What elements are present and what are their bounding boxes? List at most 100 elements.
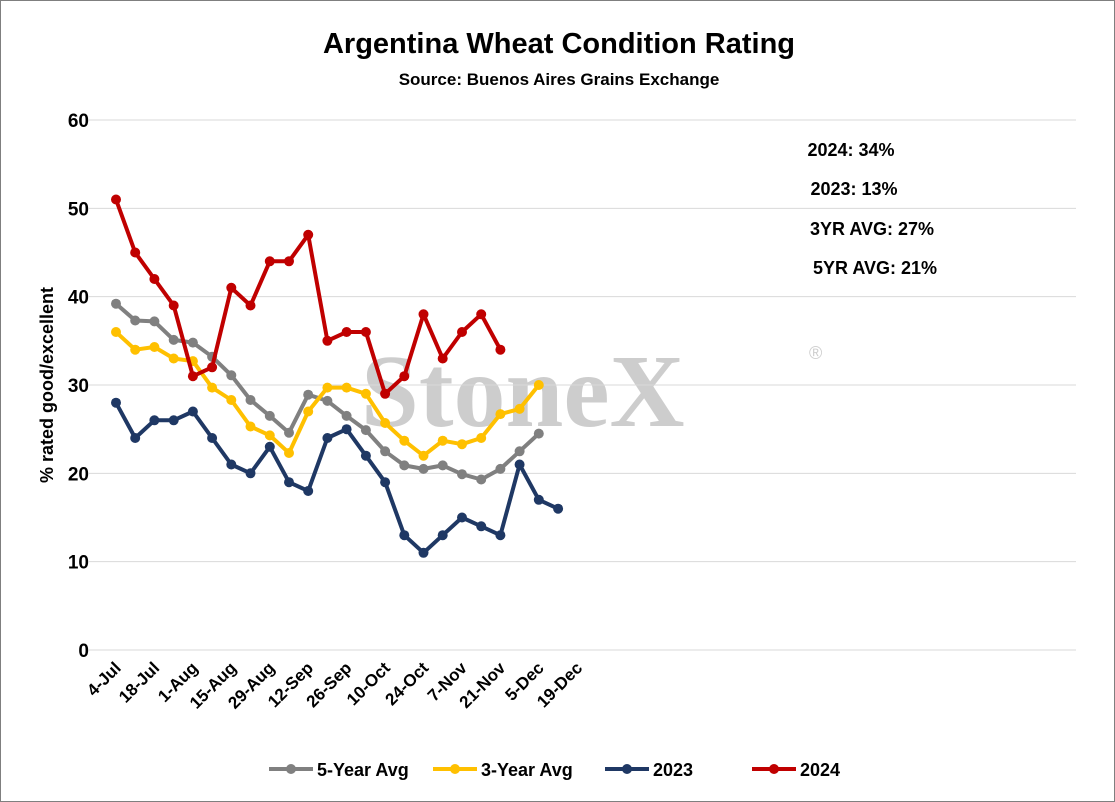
data-point bbox=[149, 342, 160, 352]
data-point bbox=[360, 425, 371, 436]
data-point bbox=[341, 327, 352, 337]
data-point bbox=[418, 309, 429, 320]
data-point bbox=[226, 459, 237, 470]
data-point bbox=[399, 435, 410, 446]
data-point bbox=[245, 468, 256, 479]
series-5-year-avg bbox=[111, 298, 544, 485]
chart-subtitle: Source: Buenos Aires Grains Exchange bbox=[399, 70, 720, 89]
data-point bbox=[418, 463, 429, 474]
data-point bbox=[514, 459, 525, 470]
data-point bbox=[457, 469, 467, 480]
series-2024 bbox=[111, 194, 506, 399]
data-point bbox=[130, 315, 141, 326]
legend-swatch-marker bbox=[286, 764, 296, 774]
data-point bbox=[284, 256, 294, 267]
y-tick-label: 20 bbox=[68, 464, 89, 485]
data-point bbox=[495, 409, 506, 420]
data-point bbox=[553, 503, 564, 514]
data-point bbox=[226, 282, 237, 293]
x-tick-label: 18-Jul bbox=[115, 658, 163, 706]
data-point bbox=[418, 450, 429, 461]
data-point bbox=[284, 477, 294, 488]
data-point bbox=[303, 486, 314, 496]
data-point bbox=[437, 435, 448, 446]
data-point bbox=[476, 474, 487, 485]
data-point bbox=[303, 389, 314, 400]
legend-swatch-marker bbox=[622, 764, 632, 774]
data-point bbox=[149, 274, 160, 284]
data-point bbox=[130, 247, 141, 258]
data-point bbox=[168, 300, 179, 311]
data-point bbox=[245, 395, 256, 405]
data-point bbox=[380, 446, 391, 457]
data-point bbox=[187, 337, 198, 348]
legend-item: 3-Year Avg bbox=[433, 760, 573, 780]
data-point bbox=[399, 530, 410, 541]
data-point bbox=[322, 433, 333, 443]
data-point bbox=[514, 403, 525, 414]
annotation-5yr-avg: 5YR AVG: 21% bbox=[813, 258, 937, 278]
legend-item: 5-Year Avg bbox=[269, 760, 409, 780]
data-point bbox=[226, 395, 237, 405]
legend-swatch-marker bbox=[769, 764, 779, 774]
data-point bbox=[399, 460, 410, 471]
data-point bbox=[380, 418, 391, 428]
data-point bbox=[168, 415, 179, 426]
legend-label: 3-Year Avg bbox=[481, 760, 573, 780]
annotation-2024: 2024: 34% bbox=[807, 140, 894, 160]
data-point bbox=[437, 353, 448, 364]
stonex-watermark-logo: StoneX ® bbox=[361, 334, 822, 449]
data-point bbox=[322, 382, 333, 393]
data-point bbox=[457, 327, 467, 337]
data-point bbox=[303, 229, 314, 240]
data-point bbox=[264, 256, 275, 267]
data-point bbox=[111, 194, 121, 205]
y-tick-label: 30 bbox=[68, 376, 89, 397]
annotations: 2024: 34% 2023: 13% 3YR AVG: 27% 5YR AVG… bbox=[807, 140, 937, 278]
data-point bbox=[514, 446, 525, 457]
legend-label: 2024 bbox=[800, 760, 840, 780]
data-point bbox=[380, 388, 391, 399]
data-point bbox=[380, 477, 391, 488]
data-point bbox=[341, 424, 352, 435]
legend: 5-Year Avg 3-Year Avg 2023 2024 bbox=[269, 760, 840, 780]
series-2023 bbox=[111, 397, 564, 558]
data-point bbox=[303, 406, 314, 417]
y-tick-label: 50 bbox=[68, 199, 89, 220]
data-point bbox=[149, 415, 160, 426]
data-point bbox=[264, 430, 275, 441]
data-point bbox=[457, 512, 467, 523]
data-point bbox=[111, 327, 121, 337]
data-point bbox=[457, 439, 467, 450]
data-point bbox=[360, 450, 371, 461]
data-point bbox=[360, 327, 371, 337]
data-point bbox=[476, 521, 487, 532]
annotation-2023: 2023: 13% bbox=[810, 179, 897, 199]
data-point bbox=[245, 421, 256, 432]
y-tick-label: 60 bbox=[68, 111, 89, 132]
data-point bbox=[111, 298, 121, 309]
y-tick-label: 10 bbox=[68, 553, 89, 574]
data-point bbox=[245, 300, 256, 311]
data-point bbox=[284, 427, 294, 438]
y-tick-label: 0 bbox=[78, 641, 89, 662]
data-point bbox=[341, 410, 352, 421]
legend-item: 2024 bbox=[752, 760, 840, 780]
data-point bbox=[264, 410, 275, 421]
data-point bbox=[130, 433, 141, 443]
annotation-3yr-avg: 3YR AVG: 27% bbox=[810, 219, 934, 239]
data-point bbox=[341, 382, 352, 393]
data-point bbox=[130, 344, 141, 355]
svg-text:StoneX: StoneX bbox=[361, 334, 685, 449]
data-point bbox=[322, 395, 333, 406]
data-point bbox=[226, 370, 237, 381]
data-point bbox=[111, 397, 121, 408]
data-point bbox=[533, 380, 544, 390]
data-point bbox=[360, 388, 371, 399]
data-point bbox=[168, 334, 179, 345]
data-point bbox=[476, 433, 487, 443]
data-point bbox=[495, 463, 506, 474]
data-point bbox=[207, 362, 218, 373]
